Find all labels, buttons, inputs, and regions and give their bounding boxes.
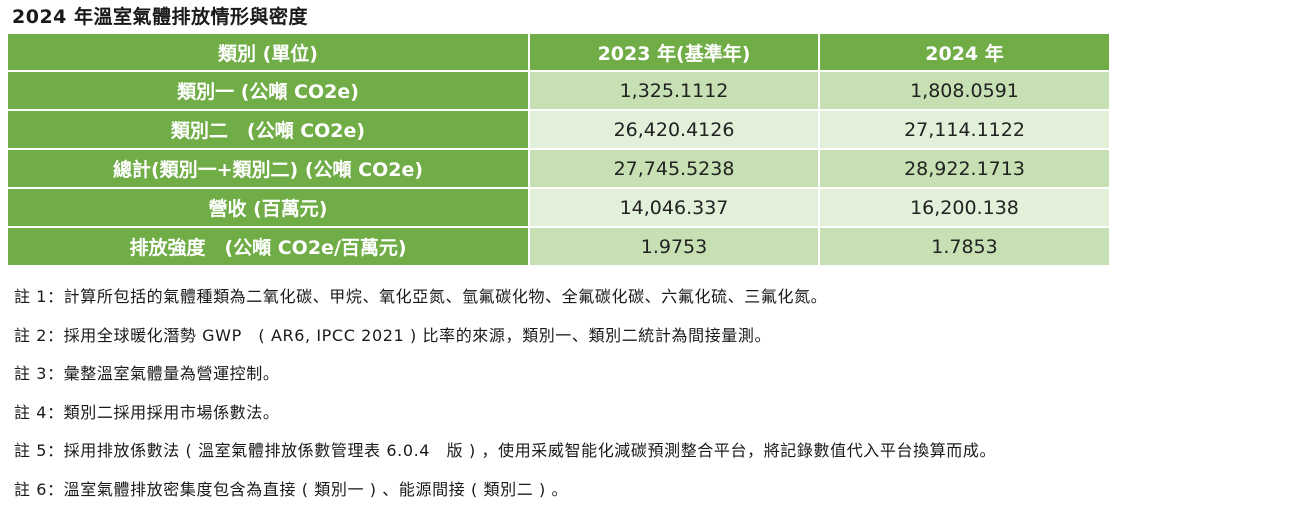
row-label: 排放強度 (公噸 CO2e/百萬元) [8, 227, 529, 266]
emissions-table: 類別 (單位) 2023 年(基準年) 2024 年 類別一 (公噸 CO2e)… [8, 34, 1111, 267]
row-label: 類別一 (公噸 CO2e) [8, 71, 529, 110]
table-row: 總計(類別一+類別二) (公噸 CO2e) 27,745.5238 28,922… [8, 149, 1110, 188]
page-title: 2024 年溫室氣體排放情形與密度 [12, 2, 308, 29]
cell-2023: 1,325.1112 [529, 71, 819, 110]
table-row: 排放強度 (公噸 CO2e/百萬元) 1.9753 1.7853 [8, 227, 1110, 266]
row-label: 類別二 (公噸 CO2e) [8, 110, 529, 149]
note-3: 註 3：彙整溫室氣體量為營運控制。 [14, 362, 1294, 401]
table-row: 類別一 (公噸 CO2e) 1,325.1112 1,808.0591 [8, 71, 1110, 110]
row-label: 總計(類別一+類別二) (公噸 CO2e) [8, 149, 529, 188]
cell-2024: 27,114.1122 [819, 110, 1110, 149]
cell-2024: 1,808.0591 [819, 71, 1110, 110]
cell-2024: 28,922.1713 [819, 149, 1110, 188]
table-header-row: 類別 (單位) 2023 年(基準年) 2024 年 [8, 34, 1110, 71]
header-2023: 2023 年(基準年) [529, 34, 819, 71]
header-category: 類別 (單位) [8, 34, 529, 71]
header-2024: 2024 年 [819, 34, 1110, 71]
cell-2023: 14,046.337 [529, 188, 819, 227]
table-row: 類別二 (公噸 CO2e) 26,420.4126 27,114.1122 [8, 110, 1110, 149]
note-6: 註 6：溫室氣體排放密集度包含為直接 ( 類別一 ) 、能源間接 ( 類別二 )… [14, 478, 1294, 516]
table-row: 營收 (百萬元) 14,046.337 16,200.138 [8, 188, 1110, 227]
cell-2024: 16,200.138 [819, 188, 1110, 227]
row-label: 營收 (百萬元) [8, 188, 529, 227]
note-4: 註 4：類別二採用採用市場係數法。 [14, 401, 1294, 440]
note-1: 註 1：計算所包括的氣體種類為二氧化碳、甲烷、氧化亞氮、氫氟碳化物、全氟碳化碳、… [14, 285, 1294, 324]
notes-section: 註 1：計算所包括的氣體種類為二氧化碳、甲烷、氧化亞氮、氫氟碳化物、全氟碳化碳、… [14, 285, 1294, 516]
cell-2023: 27,745.5238 [529, 149, 819, 188]
note-2: 註 2：採用全球暖化潛勢 GWP ( AR6, IPCC 2021 ) 比率的來… [14, 324, 1294, 363]
note-5: 註 5：採用排放係數法 ( 溫室氣體排放係數管理表 6.0.4 版 ) ，使用采… [14, 439, 1294, 478]
cell-2023: 1.9753 [529, 227, 819, 266]
cell-2024: 1.7853 [819, 227, 1110, 266]
cell-2023: 26,420.4126 [529, 110, 819, 149]
